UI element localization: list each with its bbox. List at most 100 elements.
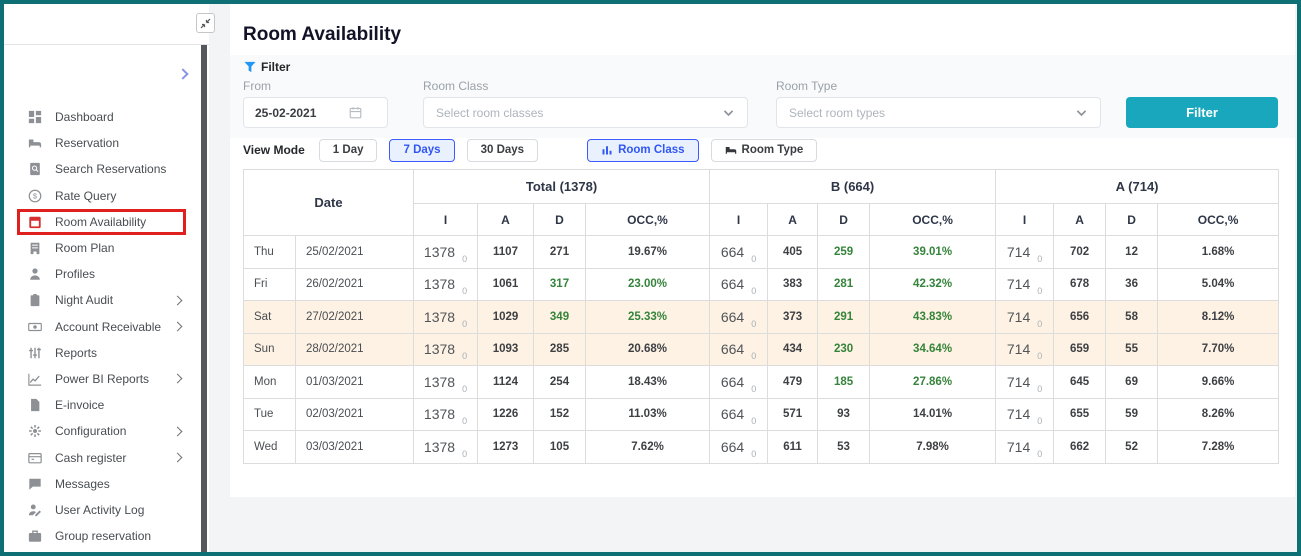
- person-icon: [28, 267, 42, 281]
- cell-available: 1273: [478, 431, 534, 464]
- banknote-icon: [28, 320, 42, 334]
- cell-occupancy: 7.62%: [586, 431, 710, 464]
- from-label: From: [243, 79, 271, 93]
- clipboard-icon: [28, 293, 42, 307]
- sidebar-item-group-reservation[interactable]: Group reservation: [4, 523, 201, 549]
- cell-inventory: 13780: [414, 268, 478, 301]
- sidebar-item-room-plan[interactable]: Room Plan: [4, 235, 201, 261]
- sidebar-item-account-receivable[interactable]: Account Receivable: [4, 314, 201, 340]
- sidebar-scrollbar[interactable]: [201, 45, 207, 552]
- cell-occupancy: 25.33%: [586, 301, 710, 334]
- cell-available: 383: [768, 268, 818, 301]
- search-document-icon: [28, 162, 42, 176]
- table-row: Tue02/03/202113780122615211.03%664057193…: [244, 398, 1279, 431]
- app-frame: DashboardReservation Search Reservations $…: [4, 4, 1297, 552]
- sidebar-menu: DashboardReservation Search Reservations $…: [4, 104, 201, 549]
- cell-inventory: 7140: [996, 366, 1054, 399]
- calendar-icon[interactable]: [349, 106, 362, 119]
- sidebar-item-power-bi-reports[interactable]: Power BI Reports: [4, 366, 201, 392]
- chevron-right-icon: [173, 426, 183, 436]
- room-type-label: Room Type: [776, 79, 837, 93]
- group-header-total-1378-: Total (1378): [414, 170, 710, 204]
- funnel-icon: [244, 61, 256, 73]
- cell-d: 12: [1106, 236, 1158, 269]
- cell-available: 571: [768, 398, 818, 431]
- chevron-right-icon: [173, 295, 183, 305]
- cell-inventory: 7140: [996, 236, 1054, 269]
- view-mode-button-30-days[interactable]: 30 Days: [467, 139, 538, 162]
- sidebar-item-cash-register[interactable]: Cash register: [4, 444, 201, 470]
- date-cell: 26/02/2021: [296, 268, 414, 301]
- room-type-select[interactable]: Select room types: [776, 97, 1101, 128]
- sidebar-item-night-audit[interactable]: Night Audit: [4, 287, 201, 313]
- cell-available: 645: [1054, 366, 1106, 399]
- sidebar-item-search-reservations[interactable]: Search Reservations: [4, 156, 201, 182]
- sidebar-header: [4, 4, 209, 45]
- cell-d: 93: [818, 398, 870, 431]
- sidebar-item-dashboard[interactable]: Dashboard: [4, 104, 201, 130]
- sidebar-item-user-activity-log[interactable]: User Activity Log: [4, 497, 201, 523]
- chevron-right-icon: [173, 374, 183, 384]
- day-cell: Sat: [244, 301, 296, 334]
- sidebar-item-rate-query[interactable]: $Rate Query: [4, 183, 201, 209]
- sidebar-item-reservation[interactable]: Reservation: [4, 130, 201, 156]
- cell-d: 105: [534, 431, 586, 464]
- from-date-input[interactable]: [244, 106, 349, 120]
- cell-occupancy: 5.04%: [1158, 268, 1279, 301]
- cell-d: 259: [818, 236, 870, 269]
- cell-occupancy: 34.64%: [870, 333, 996, 366]
- user-activity-icon: [28, 503, 42, 517]
- sub-header-i: I: [710, 204, 768, 236]
- cell-available: 1029: [478, 301, 534, 334]
- bed-icon: [28, 136, 42, 150]
- cell-inventory: 13780: [414, 236, 478, 269]
- grouping-button-room-type[interactable]: Room Type: [711, 139, 818, 162]
- cell-inventory: 13780: [414, 431, 478, 464]
- cell-d: 36: [1106, 268, 1158, 301]
- cell-d: 152: [534, 398, 586, 431]
- view-mode-button-7-days[interactable]: 7 Days: [389, 139, 454, 162]
- sidebar-item-label: Configuration: [55, 424, 126, 438]
- grouping-button-room-class[interactable]: Room Class: [587, 139, 698, 162]
- table-row: Thu25/02/202113780110727119.67%664040525…: [244, 236, 1279, 269]
- room-type-placeholder: Select room types: [789, 106, 885, 120]
- sidebar-item-label: Profiles: [55, 267, 95, 281]
- filter-panel: Filter From Room Class Room Type Select …: [230, 55, 1295, 138]
- sidebar-item-room-availability[interactable]: Room Availability: [4, 209, 201, 235]
- cell-inventory: 7140: [996, 333, 1054, 366]
- cell-occupancy: 7.70%: [1158, 333, 1279, 366]
- line-chart-icon: [28, 372, 42, 386]
- cell-d: 52: [1106, 431, 1158, 464]
- sub-header-d: D: [534, 204, 586, 236]
- sidebar-item-label: E-invoice: [55, 398, 104, 412]
- cell-inventory: 13780: [414, 333, 478, 366]
- briefcase-icon: [28, 529, 42, 543]
- sidebar-item-e-invoice[interactable]: E-invoice: [4, 392, 201, 418]
- table-row: Fri26/02/202113780106131723.00%664038328…: [244, 268, 1279, 301]
- collapse-panel-button[interactable]: [196, 13, 215, 33]
- cell-d: 58: [1106, 301, 1158, 334]
- view-mode-grouping-buttons: Room Class Room Type: [587, 139, 829, 162]
- cell-inventory: 7140: [996, 268, 1054, 301]
- sidebar-item-messages[interactable]: Messages: [4, 471, 201, 497]
- sidebar-item-reports[interactable]: Reports: [4, 340, 201, 366]
- from-date-field[interactable]: [243, 97, 388, 128]
- sidebar-item-label: Search Reservations: [55, 162, 166, 176]
- sidebar-item-profiles[interactable]: Profiles: [4, 261, 201, 287]
- cell-inventory: 13780: [414, 398, 478, 431]
- filter-submit-button[interactable]: Filter: [1126, 97, 1278, 128]
- cell-available: 1093: [478, 333, 534, 366]
- cell-available: 373: [768, 301, 818, 334]
- sidebar-expand-chevron-icon[interactable]: [177, 68, 188, 79]
- view-mode-button-1-day[interactable]: 1 Day: [319, 139, 378, 162]
- table-row: Sat27/02/202113780102934925.33%664037329…: [244, 301, 1279, 334]
- filter-section-label: Filter: [261, 60, 290, 74]
- cell-available: 434: [768, 333, 818, 366]
- room-class-select[interactable]: Select room classes: [423, 97, 748, 128]
- sidebar-item-configuration[interactable]: Configuration: [4, 418, 201, 444]
- cell-d: 317: [534, 268, 586, 301]
- cell-available: 1061: [478, 268, 534, 301]
- cell-d: 291: [818, 301, 870, 334]
- cell-available: 479: [768, 366, 818, 399]
- collapse-icon: [199, 17, 212, 30]
